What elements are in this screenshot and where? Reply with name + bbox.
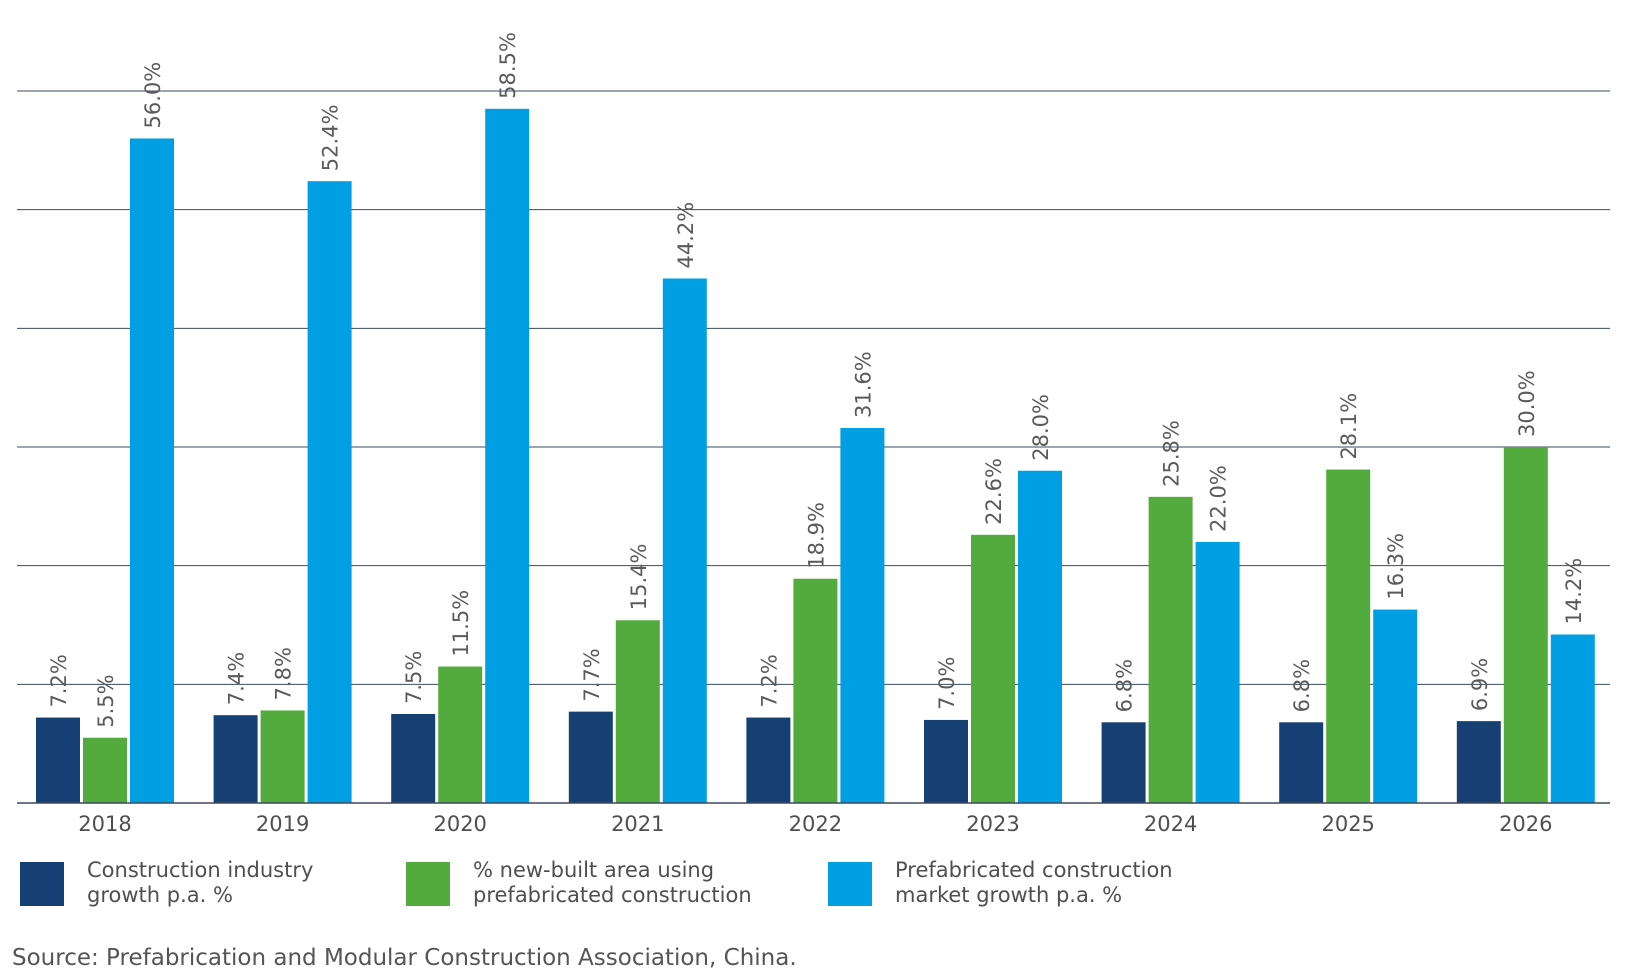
data-label: 30.0%: [1515, 370, 1539, 437]
bar: [793, 578, 838, 803]
bar: [213, 715, 258, 803]
bar: [485, 108, 530, 804]
data-label: 7.4%: [225, 652, 249, 705]
bar: [391, 714, 436, 803]
data-label: 7.0%: [935, 657, 959, 710]
bar: [1373, 609, 1418, 803]
bar: [36, 717, 80, 803]
x-tick-label: 2023: [966, 812, 1019, 836]
bar: [307, 181, 352, 804]
legend-swatch-prefab-market-growth: [828, 862, 872, 906]
legend-swatch-construction-industry-growth: [20, 862, 64, 906]
x-tick-label: 2021: [611, 812, 664, 836]
data-label: 7.2%: [47, 654, 71, 707]
data-label: 15.4%: [627, 544, 651, 611]
x-tick-label: 2024: [1144, 812, 1197, 836]
bar: [1326, 469, 1371, 803]
data-label: 7.7%: [580, 648, 604, 701]
data-label: 5.5%: [94, 674, 118, 727]
bar: [662, 278, 707, 803]
bar: [83, 737, 127, 803]
x-tick-label: 2022: [789, 812, 842, 836]
bar: [1195, 541, 1240, 803]
legend-label: % new-built area using prefabricated con…: [473, 858, 752, 907]
data-label: 16.3%: [1384, 533, 1408, 600]
data-label: 28.0%: [1029, 394, 1053, 461]
data-label: 52.4%: [319, 104, 343, 171]
bar: [1550, 634, 1595, 803]
bar: [924, 719, 968, 803]
bar: [438, 666, 483, 803]
data-label: 56.0%: [141, 62, 165, 129]
data-label: 18.9%: [804, 502, 828, 569]
data-label: 6.8%: [1113, 659, 1137, 712]
bar: [568, 711, 613, 803]
legend-label: Construction industry growth p.a. %: [87, 858, 314, 907]
bar: [1279, 722, 1324, 803]
bar: [1148, 496, 1193, 803]
data-labels: 7.2% 5.5% 56.0% 7.4% 7.8% 52.4% 7.5% 11.5% 58.5%…: [47, 32, 1586, 728]
x-tick-label: 2019: [256, 812, 309, 836]
legend-swatch-new-built-area: [406, 862, 450, 906]
legend-label: Prefabricated construction market growth…: [895, 858, 1173, 907]
data-label: 6.8%: [1290, 659, 1314, 712]
bar: [1018, 470, 1062, 803]
data-label: 7.5%: [402, 651, 426, 704]
bar: [1456, 721, 1501, 803]
x-axis: 2018 2019 2020 2021 2022 2023 2024 2025 2026: [17, 802, 1610, 836]
data-label: 14.2%: [1562, 558, 1586, 625]
data-label: 22.6%: [982, 458, 1006, 525]
bar: [1101, 722, 1146, 803]
data-label: 31.6%: [851, 351, 875, 418]
bar: [260, 710, 305, 803]
data-label: 44.2%: [674, 202, 698, 269]
data-label: 22.0%: [1207, 465, 1231, 532]
bar: [1503, 447, 1548, 803]
bar: [971, 534, 1015, 803]
data-label: 58.5%: [496, 32, 520, 99]
data-label: 7.2%: [757, 654, 781, 707]
x-tick-label: 2026: [1499, 812, 1552, 836]
data-label: 28.1%: [1337, 393, 1361, 460]
x-tick-label: 2018: [78, 812, 131, 836]
bar-chart: 7.2% 5.5% 56.0% 7.4% 7.8% 52.4% 7.5% 11.5% 58.5%…: [17, 32, 1610, 836]
data-label: 25.8%: [1160, 420, 1184, 487]
data-label: 7.8%: [272, 647, 296, 700]
source-note: Source: Prefabrication and Modular Const…: [12, 945, 797, 971]
data-label: 11.5%: [449, 590, 473, 657]
bars: [36, 108, 1595, 804]
x-tick-label: 2020: [433, 812, 486, 836]
data-label: 6.9%: [1468, 658, 1492, 711]
bar: [840, 428, 885, 803]
bar: [130, 138, 174, 803]
legend: Construction industry growth p.a. % % ne…: [20, 858, 1260, 918]
bar: [746, 717, 791, 803]
bar: [615, 620, 660, 803]
x-tick-label: 2025: [1321, 812, 1374, 836]
